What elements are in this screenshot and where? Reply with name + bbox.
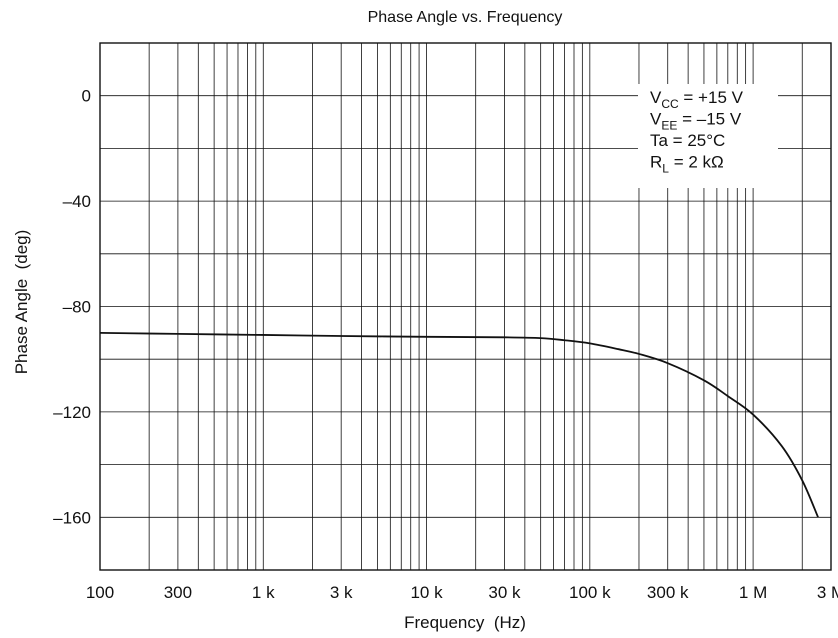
- y-tick-label: –40: [63, 192, 91, 211]
- annotation-line: Ta = 25°C: [650, 131, 725, 150]
- annotation-line: VCC = +15 V: [650, 88, 744, 111]
- y-tick-label: –120: [53, 403, 91, 422]
- x-tick-label: 3 k: [330, 583, 353, 602]
- chart-title: Phase Angle vs. Frequency: [368, 9, 563, 26]
- x-tick-label: 100: [86, 583, 114, 602]
- y-axis-label: Phase Angle (deg): [12, 230, 31, 375]
- x-tick-label: 100 k: [569, 583, 611, 602]
- plot-frame: [99, 42, 832, 571]
- x-axis-label: Frequency (Hz): [404, 613, 526, 632]
- x-tick-labels: 100 300 1 k 3 k 10 k 30 k 100 k 300 k 1 M 3 M: [86, 583, 838, 602]
- y-tick-label: –80: [63, 298, 91, 317]
- annotation-line: VEE = –15 V: [650, 110, 742, 133]
- x-tick-label: 1 M: [739, 583, 767, 602]
- x-tick-label: 30 k: [488, 583, 521, 602]
- y-tick-label: 0: [82, 87, 91, 106]
- x-tick-label: 300: [164, 583, 192, 602]
- y-tick-label: –160: [53, 508, 91, 527]
- x-tick-label: 10 k: [410, 583, 443, 602]
- phase-curve: [99, 331, 819, 518]
- x-tick-label: 3 M: [817, 583, 838, 602]
- x-tick-label: 1 k: [252, 583, 275, 602]
- annotation-line: RL = 2 kΩ: [650, 153, 724, 176]
- x-tick-label: 300 k: [647, 583, 689, 602]
- annotation-background: [638, 84, 778, 188]
- y-tick-labels: 0 –40 –80 –120 –160: [53, 87, 91, 528]
- curve-layer: [99, 331, 819, 518]
